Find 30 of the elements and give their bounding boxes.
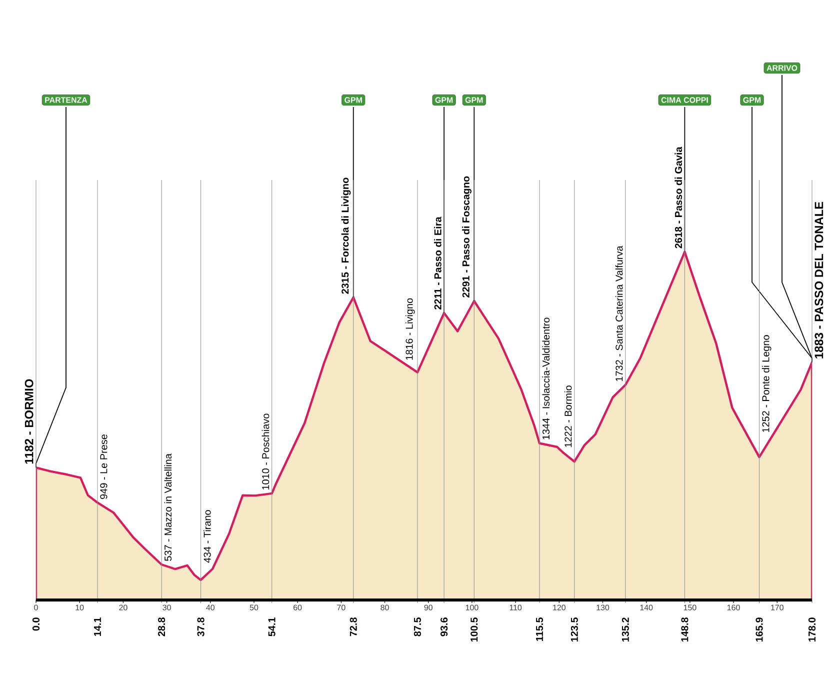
data-label: 1252 - Ponte di Legno (762, 335, 772, 432)
x-tick-label: 0.0 (32, 618, 40, 631)
x-tick-label: 37.8 (197, 618, 204, 636)
data-label: 1344 - Isolaccia-Valdidentro (542, 318, 550, 440)
x-tick-label: 123.5 (570, 617, 578, 642)
x-tick-label: 115.5 (536, 617, 544, 641)
data-label: 1222 - Bormio (564, 386, 572, 447)
x-tick-label: 178.0 (808, 618, 816, 642)
data-label: 1010 - Poschiavo (262, 414, 270, 490)
x-tick-label: 93.6 (440, 618, 448, 636)
x-tick-label: 54.1 (268, 617, 276, 636)
x-tick-label: 100.5 (470, 617, 478, 642)
x-tick-label: 72.8 (350, 618, 357, 636)
data-label: 1182 - BORMIO (24, 379, 34, 464)
x-tick-label: 14.1 (94, 617, 101, 636)
x-tick-label: 87.5 (414, 617, 421, 636)
data-label: 537 - Mazzo in Valtellina (164, 454, 172, 561)
data-label: 2315 - Forcola di Livigno (341, 178, 351, 294)
data-label: 1732 - Santa Caterina Valfurva (615, 246, 623, 382)
data-label: 949 - Le Prese (100, 434, 108, 499)
data-label: 2211 - Passo di Eira (434, 216, 442, 310)
data-label: 1883 - PASSO DEL TONALE (814, 202, 824, 358)
x-tick-label: 165.9 (756, 618, 763, 642)
x-tick-label: 28.8 (158, 618, 166, 636)
x-tick-label: 135.2 (622, 618, 629, 642)
x-tick-label: 148.8 (681, 618, 688, 642)
data-label: 2291 - Passo di Foscagno (462, 176, 472, 298)
data-label: 1816 - Livigno (405, 298, 415, 360)
data-label: 434 - Tirano (203, 510, 211, 563)
data-label: 2618 - Passo di Gavia (674, 146, 682, 248)
